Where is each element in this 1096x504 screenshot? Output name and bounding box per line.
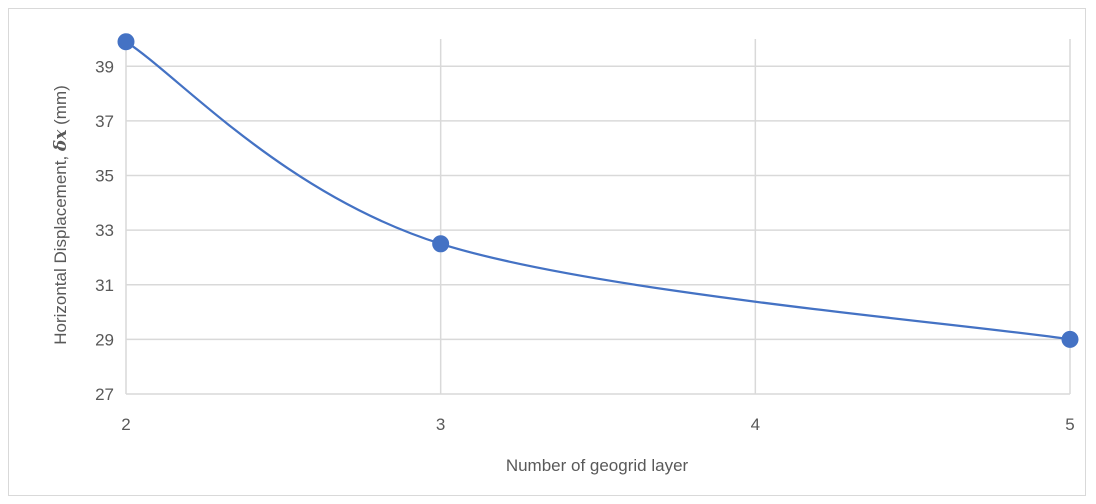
y-tick-label: 39 [95,57,114,76]
data-point [1061,330,1079,348]
x-tick-label: 4 [751,415,760,434]
series-markers [117,33,1079,348]
y-tick-label: 27 [95,385,114,404]
x-tick-label: 3 [436,415,445,434]
series-line [125,40,1071,341]
y-axis-title: Horizontal Displacement, δx (mm) [51,85,71,345]
data-point [432,235,450,253]
y-tick-label: 35 [95,167,114,186]
horizontal-gridlines [126,65,1070,395]
y-axis-title-prefix: Horizontal Displacement, [51,151,70,345]
x-tick-label: 5 [1065,415,1074,434]
x-tick-label: 2 [121,415,130,434]
y-tick-label: 31 [95,276,114,295]
y-tick-label: 33 [95,221,114,240]
vertical-gridlines [125,39,1071,394]
x-axis-tick-labels: 2 3 4 5 [121,415,1074,434]
y-axis-title-symbol: δx [51,129,71,152]
series-lines [125,40,1071,341]
x-axis-title: Number of geogrid layer [506,456,689,475]
chart-frame [8,8,1086,496]
data-point [117,33,135,51]
y-tick-label: 37 [95,112,114,131]
y-axis-tick-labels: 27 29 31 33 35 37 39 [95,57,114,404]
y-tick-label: 29 [95,330,114,349]
y-axis-title-suffix: (mm) [51,85,70,129]
